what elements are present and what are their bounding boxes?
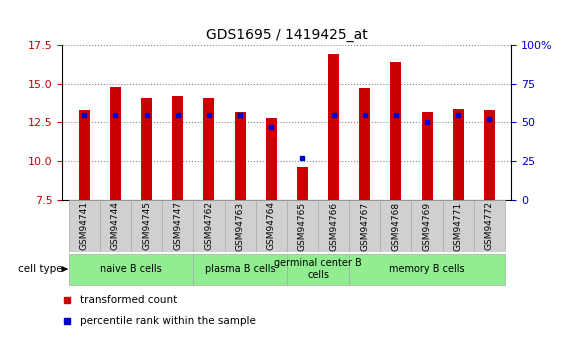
Bar <box>79 110 90 200</box>
Bar <box>266 118 277 200</box>
FancyBboxPatch shape <box>131 200 162 252</box>
FancyBboxPatch shape <box>256 200 287 252</box>
Text: transformed count: transformed count <box>81 295 178 305</box>
Text: GSM94744: GSM94744 <box>111 201 120 250</box>
FancyBboxPatch shape <box>411 200 442 252</box>
FancyBboxPatch shape <box>69 200 100 252</box>
FancyBboxPatch shape <box>442 200 474 252</box>
Bar <box>453 108 463 200</box>
Text: GSM94765: GSM94765 <box>298 201 307 250</box>
Text: naive B cells: naive B cells <box>100 264 162 274</box>
FancyBboxPatch shape <box>100 200 131 252</box>
Bar <box>203 98 214 200</box>
Text: GSM94766: GSM94766 <box>329 201 338 250</box>
Text: GSM94769: GSM94769 <box>423 201 432 250</box>
Bar <box>484 110 495 200</box>
Text: cell type: cell type <box>19 264 63 274</box>
Bar <box>328 54 339 200</box>
Title: GDS1695 / 1419425_at: GDS1695 / 1419425_at <box>206 28 367 42</box>
FancyBboxPatch shape <box>287 200 318 252</box>
Text: percentile rank within the sample: percentile rank within the sample <box>81 316 256 326</box>
FancyBboxPatch shape <box>349 200 381 252</box>
Text: GSM94763: GSM94763 <box>236 201 245 250</box>
Text: germinal center B
cells: germinal center B cells <box>274 258 362 280</box>
Text: memory B cells: memory B cells <box>389 264 465 274</box>
Text: GSM94745: GSM94745 <box>142 201 151 250</box>
Bar <box>172 96 183 200</box>
FancyBboxPatch shape <box>318 200 349 252</box>
Bar <box>141 98 152 200</box>
Text: GSM94747: GSM94747 <box>173 201 182 250</box>
Text: GSM94764: GSM94764 <box>267 201 275 250</box>
Text: GSM94762: GSM94762 <box>204 201 214 250</box>
Text: GSM94772: GSM94772 <box>485 201 494 250</box>
Bar <box>360 88 370 200</box>
Bar <box>235 112 245 200</box>
Bar <box>390 62 402 200</box>
FancyBboxPatch shape <box>349 254 505 285</box>
Bar <box>297 167 308 200</box>
FancyBboxPatch shape <box>224 200 256 252</box>
Text: plasma B cells: plasma B cells <box>205 264 275 274</box>
Text: GSM94771: GSM94771 <box>454 201 463 250</box>
Bar <box>110 87 121 200</box>
FancyBboxPatch shape <box>287 254 349 285</box>
Text: GSM94767: GSM94767 <box>360 201 369 250</box>
FancyBboxPatch shape <box>69 254 193 285</box>
FancyBboxPatch shape <box>474 200 505 252</box>
FancyBboxPatch shape <box>381 200 411 252</box>
FancyBboxPatch shape <box>162 200 193 252</box>
FancyBboxPatch shape <box>193 200 224 252</box>
Text: GSM94768: GSM94768 <box>391 201 400 250</box>
Text: GSM94741: GSM94741 <box>80 201 89 250</box>
FancyBboxPatch shape <box>193 254 287 285</box>
Bar <box>421 112 432 200</box>
